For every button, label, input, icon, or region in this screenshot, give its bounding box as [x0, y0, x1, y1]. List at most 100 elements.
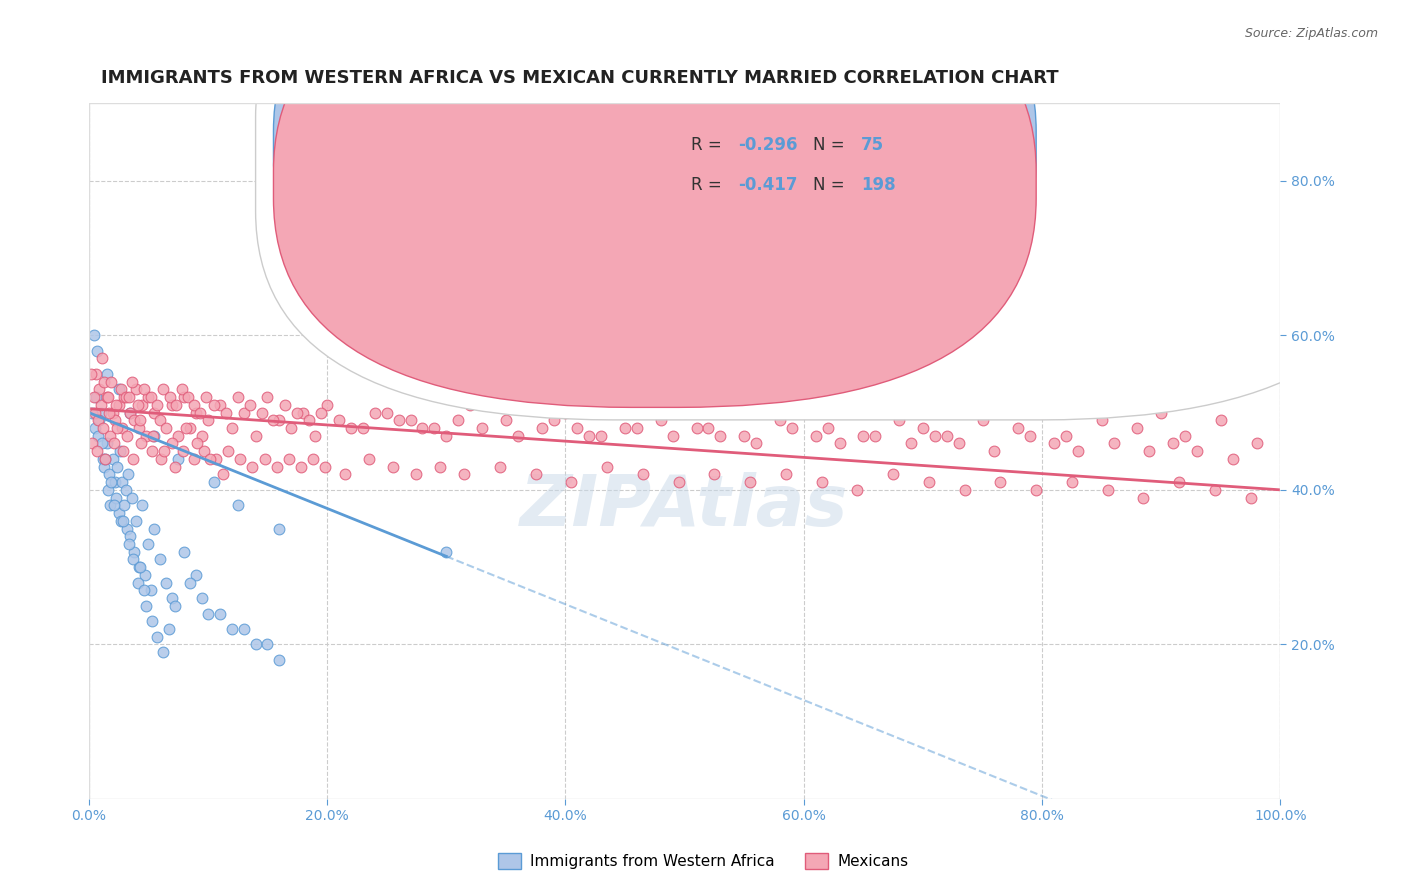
Point: [107, 506, 129, 520]
Point: [100, 475, 122, 490]
Point: [112, 444, 135, 458]
Point: [98, 499, 121, 513]
Point: [399, 413, 422, 427]
Point: [111, 421, 134, 435]
Point: [173, 390, 195, 404]
Point: [269, 653, 291, 667]
Point: [560, 475, 582, 490]
Point: [1161, 436, 1184, 450]
Point: [131, 499, 153, 513]
Point: [176, 390, 198, 404]
Point: [405, 467, 427, 482]
Point: [96, 367, 118, 381]
Point: [186, 436, 208, 450]
Point: [429, 459, 451, 474]
Point: [191, 591, 214, 605]
Point: [110, 514, 132, 528]
Point: [626, 421, 648, 435]
FancyBboxPatch shape: [273, 0, 1036, 368]
Point: [221, 421, 243, 435]
Point: [120, 406, 142, 420]
Point: [157, 622, 180, 636]
Point: [453, 467, 475, 482]
Point: [143, 429, 166, 443]
Point: [135, 599, 157, 613]
Point: [179, 575, 201, 590]
Point: [852, 429, 875, 443]
Point: [328, 413, 350, 427]
Point: [145, 630, 167, 644]
Point: [93, 459, 115, 474]
Point: [105, 459, 128, 474]
Point: [105, 398, 128, 412]
Point: [1209, 413, 1232, 427]
Point: [141, 614, 163, 628]
Point: [1185, 444, 1208, 458]
Point: [290, 459, 312, 474]
Text: Source: ZipAtlas.com: Source: ZipAtlas.com: [1244, 27, 1378, 40]
Point: [262, 413, 284, 427]
Point: [83, 390, 105, 404]
Point: [375, 406, 398, 420]
Point: [285, 406, 308, 420]
Point: [87, 429, 110, 443]
Point: [769, 413, 792, 427]
Point: [98, 429, 121, 443]
Point: [614, 421, 637, 435]
Point: [173, 544, 195, 558]
Point: [208, 607, 231, 621]
Text: ZIPAtlas: ZIPAtlas: [520, 473, 849, 541]
Point: [127, 575, 149, 590]
Point: [167, 429, 190, 443]
Point: [117, 467, 139, 482]
Point: [153, 444, 176, 458]
Point: [578, 429, 600, 443]
Point: [697, 421, 720, 435]
Point: [381, 459, 404, 474]
Point: [91, 452, 114, 467]
Point: [882, 467, 904, 482]
Point: [83, 421, 105, 435]
Point: [661, 429, 683, 443]
Text: -0.417: -0.417: [738, 176, 797, 194]
Point: [983, 444, 1005, 458]
Point: [1222, 452, 1244, 467]
Point: [115, 521, 138, 535]
Point: [83, 406, 105, 420]
Point: [266, 459, 288, 474]
Point: [591, 429, 613, 443]
Point: [314, 459, 336, 474]
Point: [132, 583, 155, 598]
Point: [245, 429, 267, 443]
Point: [221, 622, 243, 636]
Point: [1132, 491, 1154, 505]
Point: [780, 421, 803, 435]
Point: [387, 413, 409, 427]
Point: [121, 452, 143, 467]
Point: [87, 413, 110, 427]
Point: [86, 343, 108, 358]
Point: [256, 390, 278, 404]
Point: [90, 398, 112, 412]
Point: [1174, 429, 1197, 443]
Text: IMMIGRANTS FROM WESTERN AFRICA VS MEXICAN CURRENTLY MARRIED CORRELATION CHART: IMMIGRANTS FROM WESTERN AFRICA VS MEXICA…: [101, 69, 1059, 87]
Point: [733, 429, 755, 443]
Point: [918, 475, 941, 490]
Point: [188, 406, 211, 420]
Point: [423, 421, 446, 435]
Point: [98, 406, 121, 420]
Point: [160, 436, 183, 450]
Point: [495, 413, 517, 427]
Point: [340, 421, 363, 435]
Point: [179, 421, 201, 435]
Point: [114, 499, 136, 513]
Point: [122, 413, 145, 427]
Point: [183, 452, 205, 467]
Point: [134, 567, 156, 582]
Point: [110, 383, 132, 397]
Point: [471, 421, 494, 435]
Point: [89, 383, 111, 397]
Point: [1168, 475, 1191, 490]
Point: [100, 375, 122, 389]
Point: [202, 398, 225, 412]
